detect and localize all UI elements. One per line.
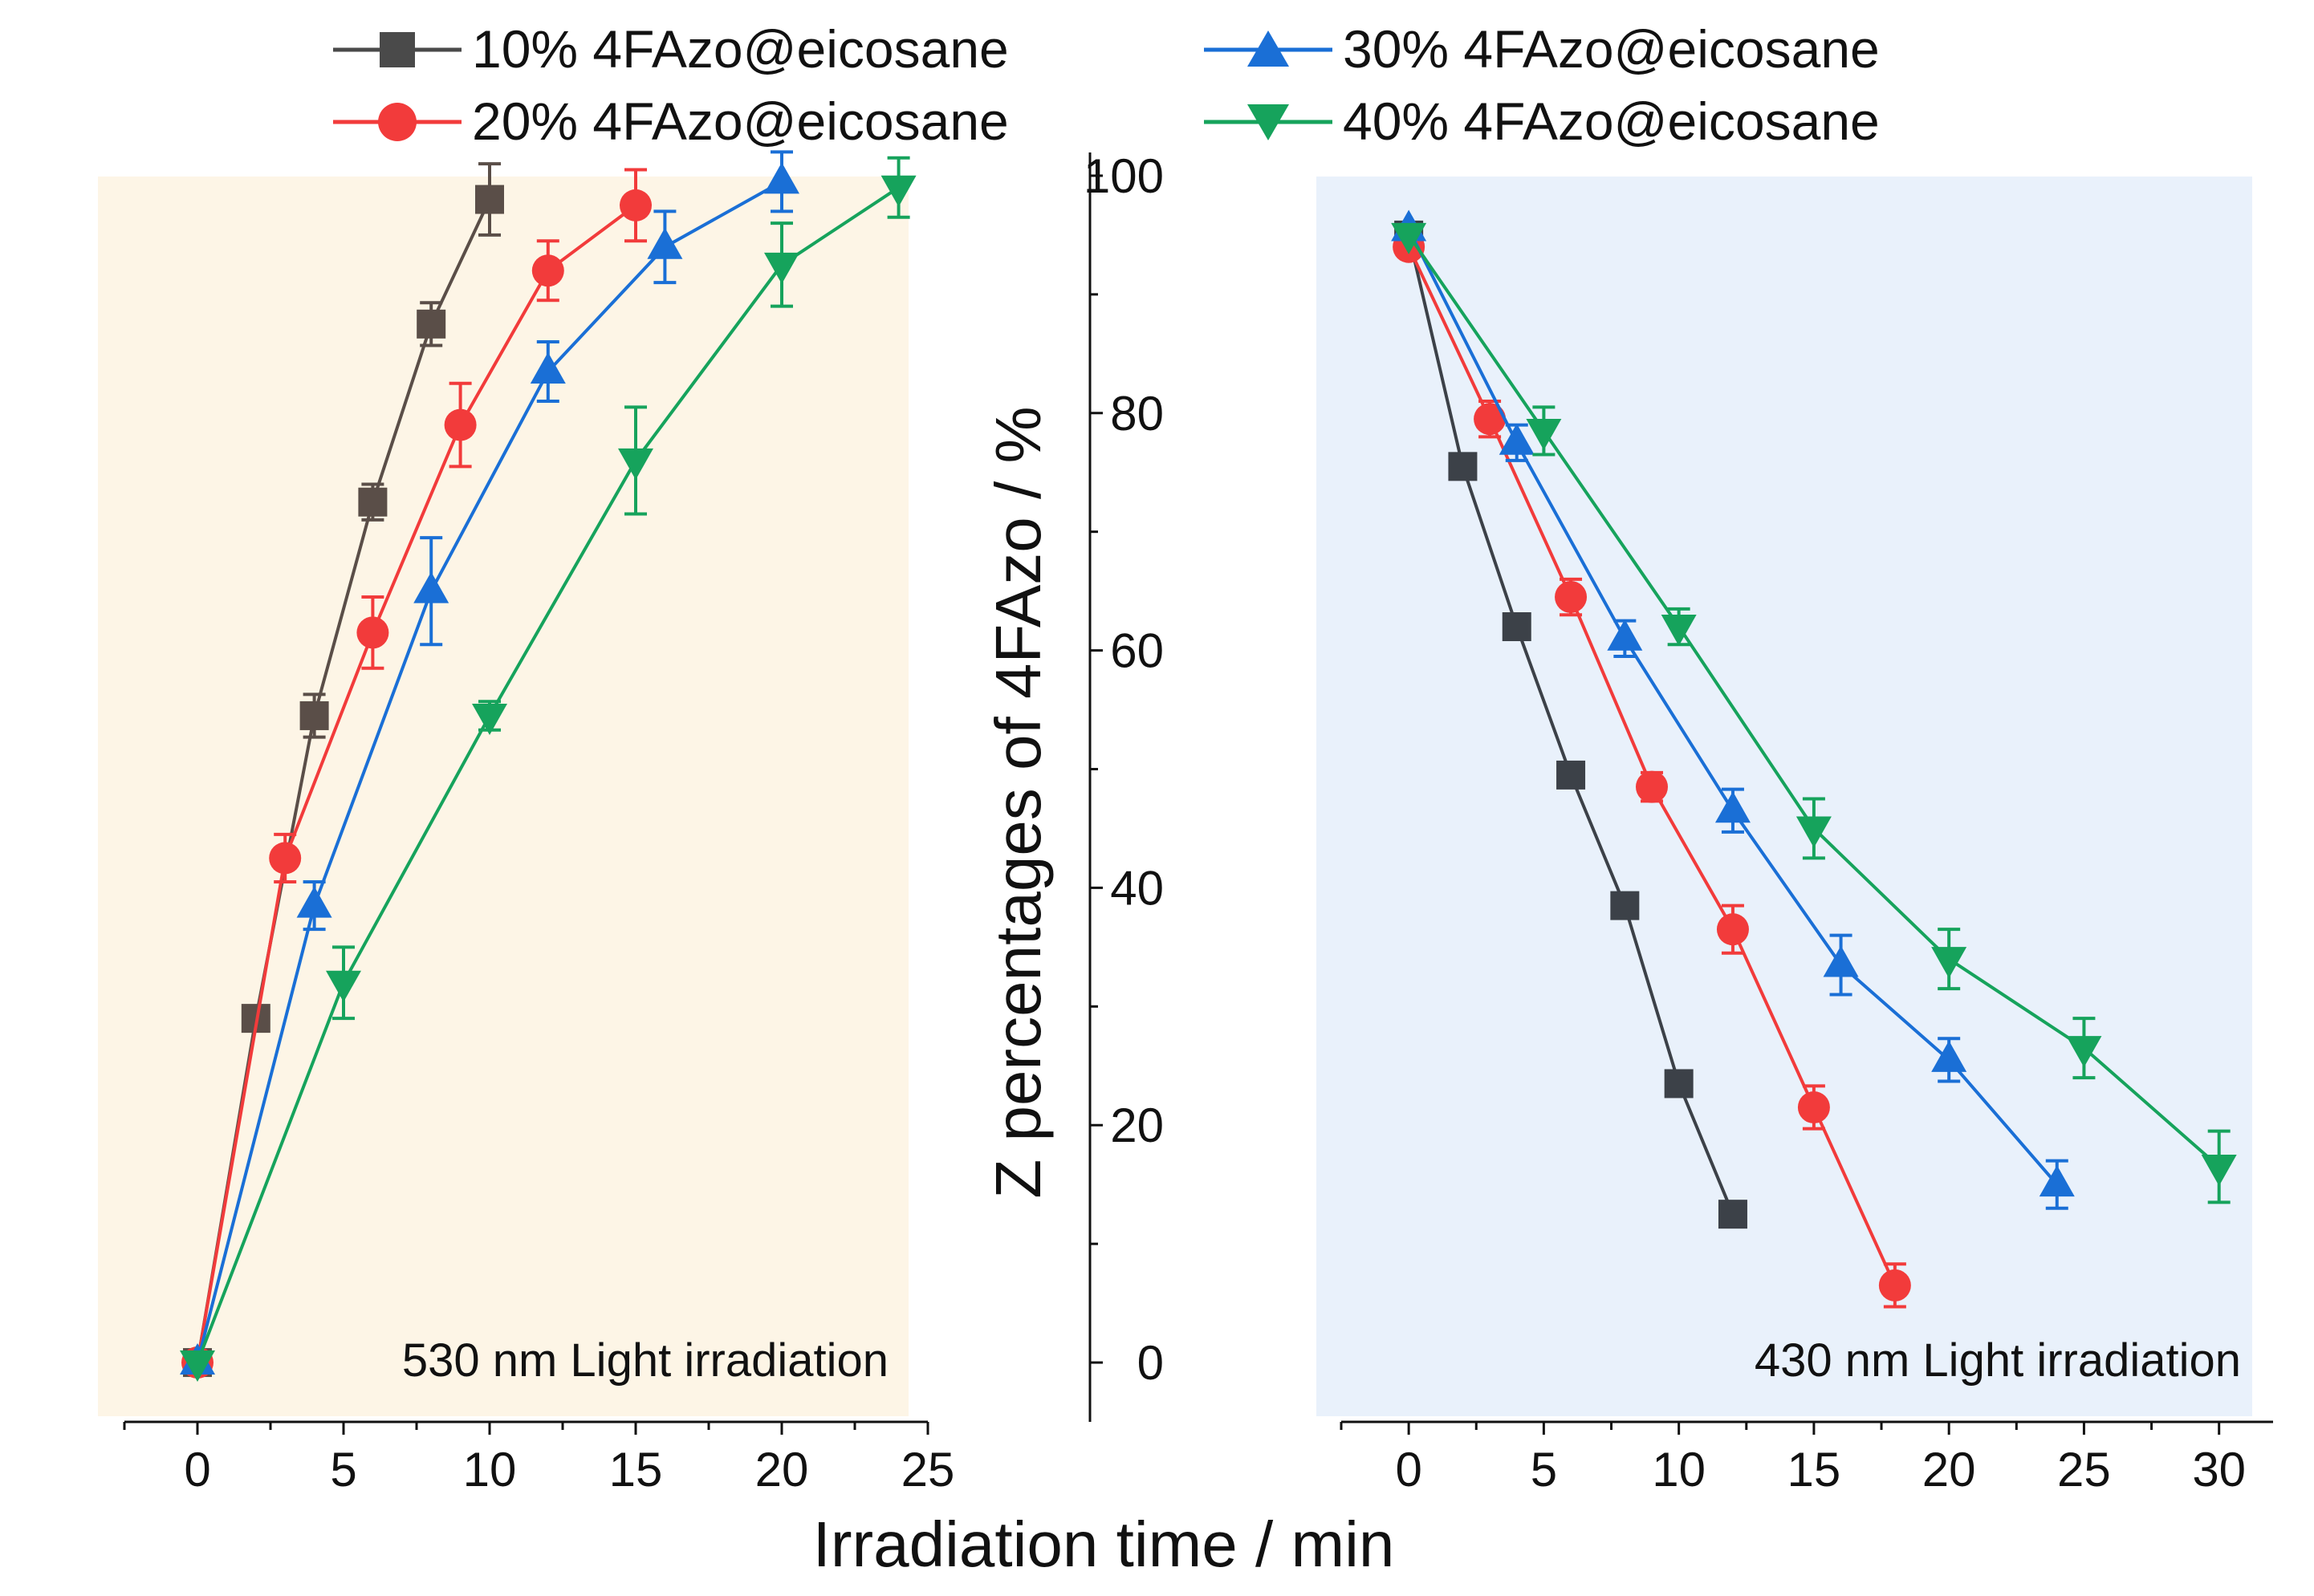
data-point [1391, 222, 1427, 254]
data-point [475, 185, 504, 214]
data-point [413, 571, 449, 603]
series-1-3 [1391, 222, 2237, 1204]
data-point [1664, 1069, 1694, 1099]
legend-label-10: 10% 4FAzo@eicosane [472, 19, 1009, 79]
legend-marker-10 [380, 32, 415, 67]
y-axis-title: Z percentages of 4FAzo / % [982, 406, 1054, 1198]
data-point [472, 703, 507, 735]
left-panel-annotation: 530 nm Light irradiation [402, 1334, 889, 1387]
legend: 10% 4FAzo@eicosane 30% 4FAzo@eicosane 20… [333, 19, 1880, 151]
series-layer [180, 150, 2237, 1383]
data-point [1795, 816, 1832, 848]
data-point [296, 886, 332, 918]
left-panel-background [98, 177, 909, 1416]
data-point [1474, 403, 1507, 436]
series-0-3 [180, 156, 917, 1383]
data-point [1607, 619, 1643, 651]
data-point [647, 227, 683, 259]
series-1-0 [1394, 220, 1747, 1229]
data-point [530, 352, 566, 384]
x-tick-label: 5 [330, 1443, 356, 1497]
data-point [880, 175, 917, 207]
data-point [269, 842, 302, 875]
x-tick-label: 10 [463, 1443, 517, 1497]
y-tick-label: 100 [1084, 149, 1164, 203]
data-point [1526, 418, 1562, 450]
data-point [1636, 770, 1668, 803]
data-point [531, 254, 564, 287]
x-tick-label: 10 [1652, 1443, 1706, 1497]
data-point [1555, 581, 1588, 614]
data-point [764, 162, 799, 194]
data-point [417, 309, 446, 339]
data-point [1931, 947, 1967, 979]
data-point [1878, 1269, 1911, 1302]
x-tick-label: 0 [1395, 1443, 1421, 1497]
series-0-2 [180, 150, 799, 1375]
data-point [1714, 791, 1751, 823]
legend-label-20: 20% 4FAzo@eicosane [472, 91, 1009, 151]
x-tick-label: 25 [2057, 1443, 2111, 1497]
data-point [1502, 612, 1531, 642]
axes-layer: 0 5 10 15 20 25 0 5 10 15 20 25 30 0 20 40 60 80 100 [123, 149, 2273, 1497]
right-panel-annotation: 430 nm Light irradiation [1755, 1334, 2241, 1387]
y-tick-label: 60 [1110, 624, 1164, 678]
legend-marker-30 [1247, 30, 1289, 67]
data-point [358, 487, 388, 517]
data-point [764, 252, 799, 284]
data-point [2066, 1036, 2102, 1068]
data-point [299, 701, 329, 730]
legend-marker-40 [1247, 104, 1289, 140]
legend-marker-20 [378, 103, 417, 141]
y-tick-label: 20 [1110, 1099, 1164, 1152]
x-tick-label: 15 [1787, 1443, 1841, 1497]
series-1-2 [1391, 209, 2075, 1210]
series-0-1 [181, 168, 652, 1379]
y-tick-label: 0 [1137, 1336, 1164, 1390]
data-point [1610, 891, 1640, 920]
data-point [2039, 1165, 2075, 1197]
legend-label-30: 30% 4FAzo@eicosane [1343, 19, 1880, 79]
data-point [1556, 760, 1586, 790]
x-tick-label: 15 [609, 1443, 663, 1497]
data-point [180, 1350, 215, 1383]
legend-item-40: 40% 4FAzo@eicosane [1204, 91, 1880, 151]
series-line [196, 186, 900, 1363]
x-tick-label: 30 [2192, 1443, 2246, 1497]
legend-item-30: 30% 4FAzo@eicosane [1204, 19, 1880, 79]
legend-item-20: 20% 4FAzo@eicosane [333, 91, 1009, 151]
data-point [444, 408, 477, 441]
legend-item-10: 10% 4FAzo@eicosane [333, 19, 1009, 79]
data-point [1797, 1091, 1830, 1124]
legend-label-40: 40% 4FAzo@eicosane [1343, 91, 1880, 151]
x-tick-label: 20 [1922, 1443, 1976, 1497]
x-tick-label: 5 [1531, 1443, 1557, 1497]
data-point [1716, 913, 1749, 946]
data-point [1718, 1200, 1747, 1229]
data-point [1823, 945, 1859, 977]
data-point [1661, 615, 1697, 647]
series-line [196, 180, 783, 1363]
data-point [1499, 423, 1535, 455]
series-line [196, 204, 637, 1363]
x-tick-label: 25 [901, 1443, 955, 1497]
x-tick-label: 20 [755, 1443, 809, 1497]
data-point [618, 448, 653, 480]
data-point [2201, 1154, 2237, 1186]
data-point [326, 970, 361, 1002]
data-point [1931, 1040, 1967, 1072]
data-point [1448, 452, 1478, 481]
y-tick-label: 80 [1110, 387, 1164, 441]
data-point [620, 189, 652, 221]
y-tick-label: 40 [1110, 861, 1164, 915]
x-axis-title: Irradiation time / min [813, 1509, 1395, 1580]
right-panel-background [1316, 177, 2252, 1416]
data-point [356, 616, 389, 649]
x-tick-label: 0 [184, 1443, 210, 1497]
